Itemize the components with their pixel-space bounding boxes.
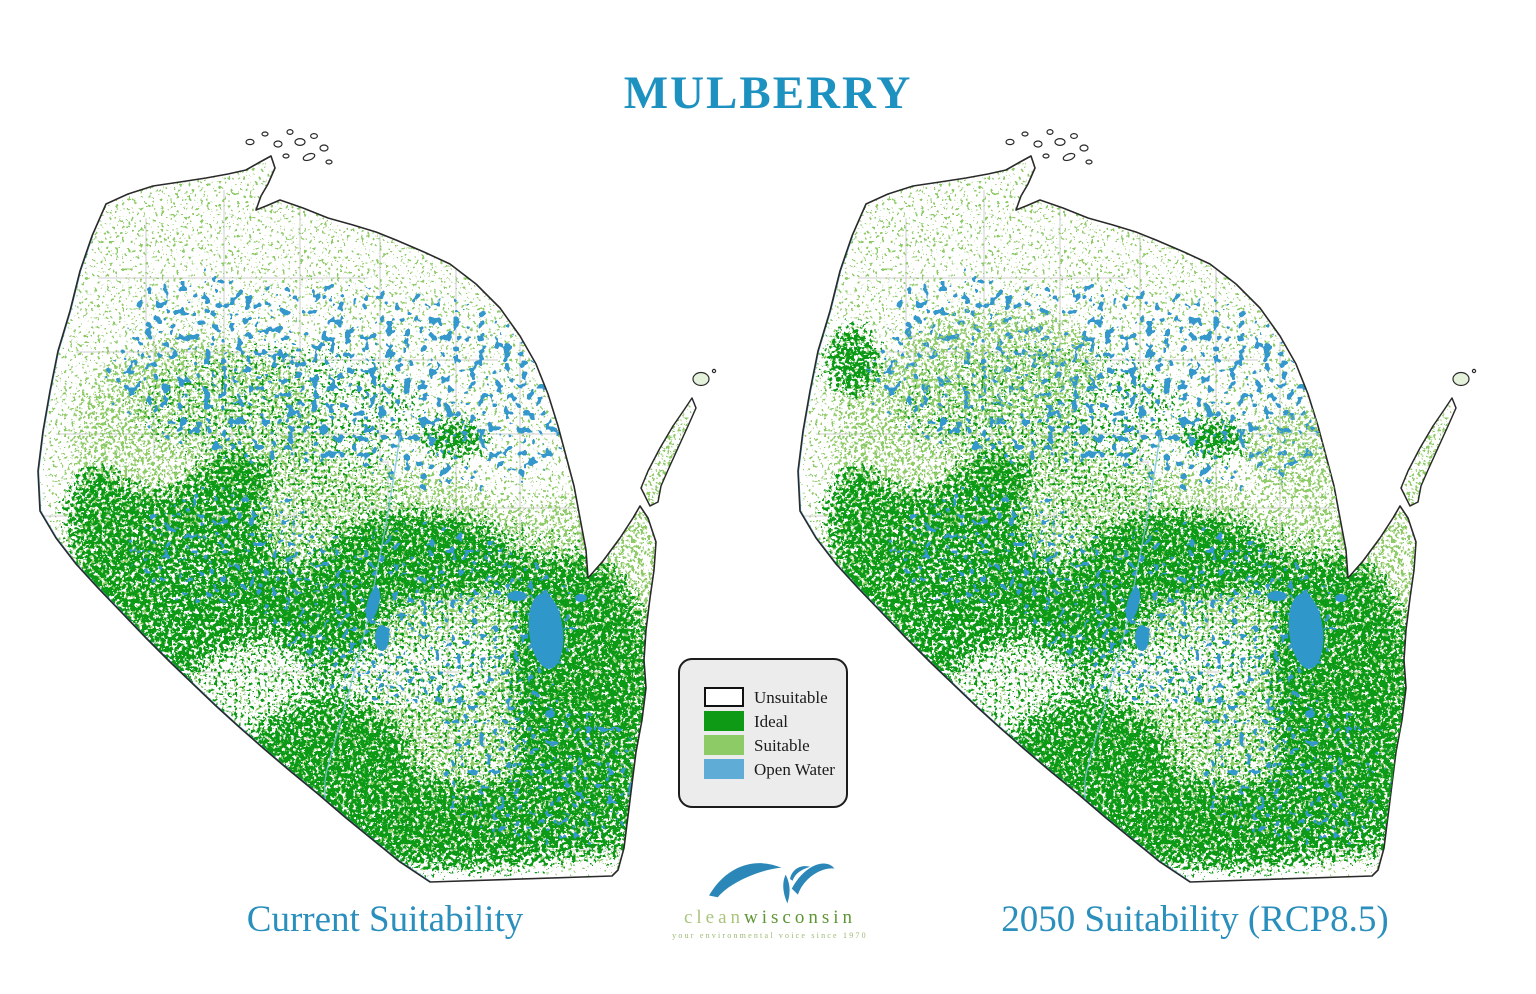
logo-brand-second: wisconsin: [744, 907, 857, 928]
map-current: [28, 126, 734, 888]
logo-brand-first: clean: [683, 907, 745, 928]
wisconsin-map-current: [28, 126, 734, 888]
legend-label: Ideal: [754, 711, 788, 731]
page-title: MULBERRY: [623, 67, 913, 119]
legend: Unsuitable Ideal Suitable Open Water: [678, 658, 848, 808]
logo-tagline: your environmental voice since 1970: [672, 931, 868, 940]
legend-item-open-water: Open Water: [704, 759, 846, 779]
legend-label: Open Water: [754, 759, 835, 779]
legend-item-unsuitable: Unsuitable: [704, 687, 846, 707]
clean-wisconsin-logo: cleanwisconsin your environmental voice …: [666, 852, 874, 940]
legend-swatch-suitable: [704, 735, 744, 755]
logo-brand: cleanwisconsin: [666, 908, 874, 927]
legend-item-ideal: Ideal: [704, 711, 846, 731]
legend-swatch-open-water: [704, 759, 744, 779]
legend-swatch-unsuitable: [704, 687, 744, 707]
legend-label: Unsuitable: [754, 687, 828, 707]
legend-label: Suitable: [754, 735, 810, 755]
legend-swatch-ideal: [704, 711, 744, 731]
logo-swoosh-icon: [709, 863, 835, 904]
map-caption-2050: 2050 Suitability (RCP8.5): [1001, 899, 1389, 940]
map-2050: [788, 126, 1494, 888]
legend-item-suitable: Suitable: [704, 735, 846, 755]
map-caption-current: Current Suitability: [246, 899, 524, 940]
wisconsin-map-2050: [788, 126, 1494, 888]
